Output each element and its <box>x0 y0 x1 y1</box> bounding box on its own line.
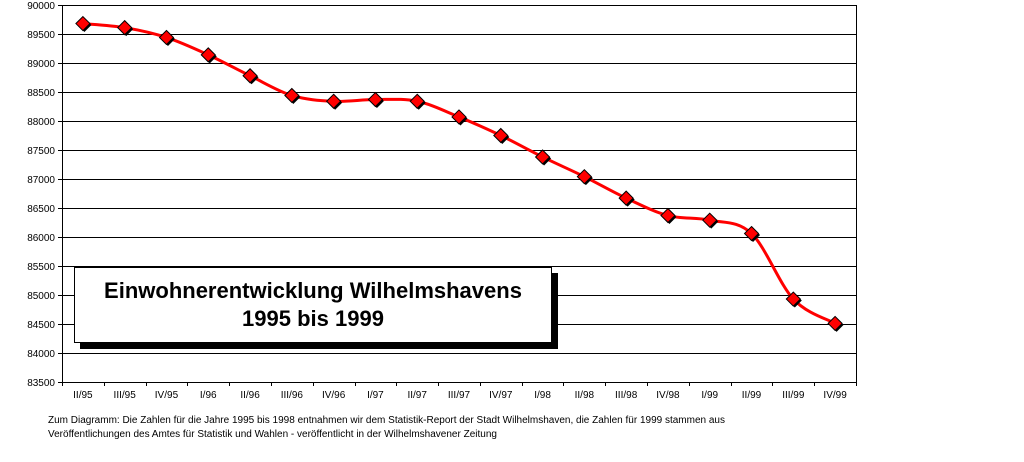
y-tick-label: 84500 <box>27 320 55 331</box>
x-tick-label: III/99 <box>782 390 805 401</box>
y-tick-label: 83500 <box>27 378 55 389</box>
x-tick-label: III/95 <box>114 390 137 401</box>
footnote: Zum Diagramm: Die Zahlen für die Jahre 1… <box>48 414 868 442</box>
data-point <box>75 15 91 32</box>
x-tick-label: II/97 <box>407 390 427 401</box>
y-tick-label: 88000 <box>27 117 55 128</box>
data-point <box>702 212 718 228</box>
data-point <box>451 109 467 125</box>
data-point <box>116 19 133 36</box>
chart-grid <box>62 5 857 383</box>
data-point <box>493 127 509 144</box>
x-tick-label: IV/95 <box>155 390 179 401</box>
x-tick-label: II/98 <box>575 390 595 401</box>
data-point <box>200 47 216 63</box>
data-point <box>827 315 843 332</box>
x-tick-label: I/98 <box>534 390 551 401</box>
data-point <box>409 93 425 109</box>
x-tick-label: III/96 <box>281 390 304 401</box>
y-tick-label: 86000 <box>27 233 55 244</box>
footnote-line-1: Zum Diagramm: Die Zahlen für die Jahre 1… <box>48 415 725 426</box>
chart-subtitle: 1995 bis 1999 <box>242 306 384 331</box>
data-point <box>660 207 676 224</box>
data-point <box>325 93 342 109</box>
data-point <box>534 149 551 165</box>
x-tick-label: IV/97 <box>489 390 513 401</box>
x-tick-label: II/99 <box>742 390 762 401</box>
x-axis: II/95 III/95 IV/95 I/96 II/96 III/96 IV/96 I/97… <box>62 382 857 401</box>
y-tick-label: 84000 <box>27 349 55 360</box>
x-tick-label: I/97 <box>367 390 384 401</box>
x-tick-label: IV/98 <box>656 390 680 401</box>
chart-title-box: Einwohnerentwicklung Wilhelmshavens 1995… <box>74 267 552 343</box>
data-point <box>284 87 300 104</box>
data-point <box>242 68 258 84</box>
y-tick-label: 86500 <box>27 204 55 215</box>
y-tick-label: 85500 <box>27 262 55 273</box>
footnote-line-2: Veröffentlichungen des Amtes für Statist… <box>48 429 497 440</box>
data-point <box>576 168 593 185</box>
x-tick-label: I/96 <box>200 390 217 401</box>
y-tick-label: 87500 <box>27 146 55 157</box>
data-point <box>367 91 384 108</box>
line-chart: 83500 84000 84500 85000 85500 86000 86500 87000… <box>27 1 857 401</box>
x-tick-label: III/98 <box>615 390 638 401</box>
data-point <box>785 291 802 307</box>
chart-title: Einwohnerentwicklung Wilhelmshavens <box>104 278 522 303</box>
y-axis: 83500 84000 84500 85000 85500 86000 86500 87000… <box>27 1 63 389</box>
x-tick-label: IV/96 <box>322 390 346 401</box>
x-tick-label: IV/99 <box>823 390 847 401</box>
x-tick-label: III/97 <box>448 390 471 401</box>
data-point <box>158 29 175 46</box>
y-tick-label: 89000 <box>27 59 55 70</box>
y-tick-label: 90000 <box>27 1 55 12</box>
x-tick-label: II/96 <box>240 390 260 401</box>
y-tick-label: 88500 <box>27 88 55 99</box>
series-population <box>75 15 844 332</box>
data-point <box>618 190 634 206</box>
x-tick-label: II/95 <box>73 390 93 401</box>
x-tick-label: I/99 <box>701 390 718 401</box>
y-tick-label: 85000 <box>27 291 55 302</box>
y-tick-label: 89500 <box>27 30 55 41</box>
data-point <box>743 225 760 242</box>
y-tick-label: 87000 <box>27 175 55 186</box>
